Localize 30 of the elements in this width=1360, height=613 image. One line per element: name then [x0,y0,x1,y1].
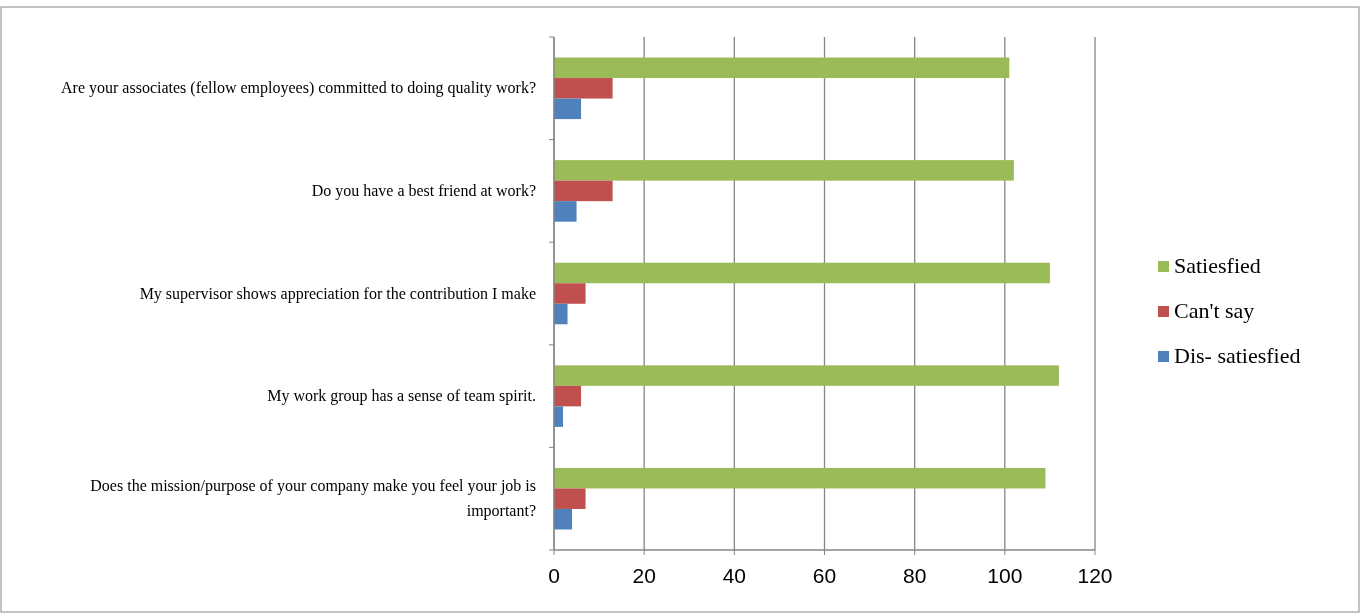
y-tick-label: My work group has a sense of team spirit. [267,387,536,406]
bar [554,303,568,325]
x-tick-label: 0 [548,564,560,587]
bar [554,98,582,120]
y-tick-label: Are your associates (fellow employees) committed to doing quality work? [61,79,536,98]
bar [554,385,582,407]
bar [554,180,613,202]
bar [554,467,1046,489]
bar [554,508,573,530]
x-tick-label: 20 [632,564,656,587]
x-tick-label: 60 [812,564,837,587]
y-tick-label: Does the mission/purpose of your company make you feel your job is important? [90,477,536,521]
y-tick-label: Do you have a best friend at work? [311,181,536,200]
bar [554,57,1010,79]
bar [554,160,1014,181]
legend-label: Dis- satiesfied [1174,343,1301,368]
bar [554,488,586,509]
x-tick-label: 40 [722,564,747,587]
x-tick-label: 80 [902,564,927,587]
legend-label: Can't say [1174,298,1255,323]
bar [554,262,1050,284]
x-tick-label: 120 [1077,564,1113,587]
legend-label: Satiesfied [1174,253,1261,278]
bar [554,78,613,99]
bar [554,201,577,222]
y-tick-label: My supervisor shows appreciation for the contribution I make [139,284,536,303]
x-tick-label: 100 [987,564,1023,587]
bar [554,283,586,304]
bar [554,406,564,427]
bar [554,365,1059,386]
